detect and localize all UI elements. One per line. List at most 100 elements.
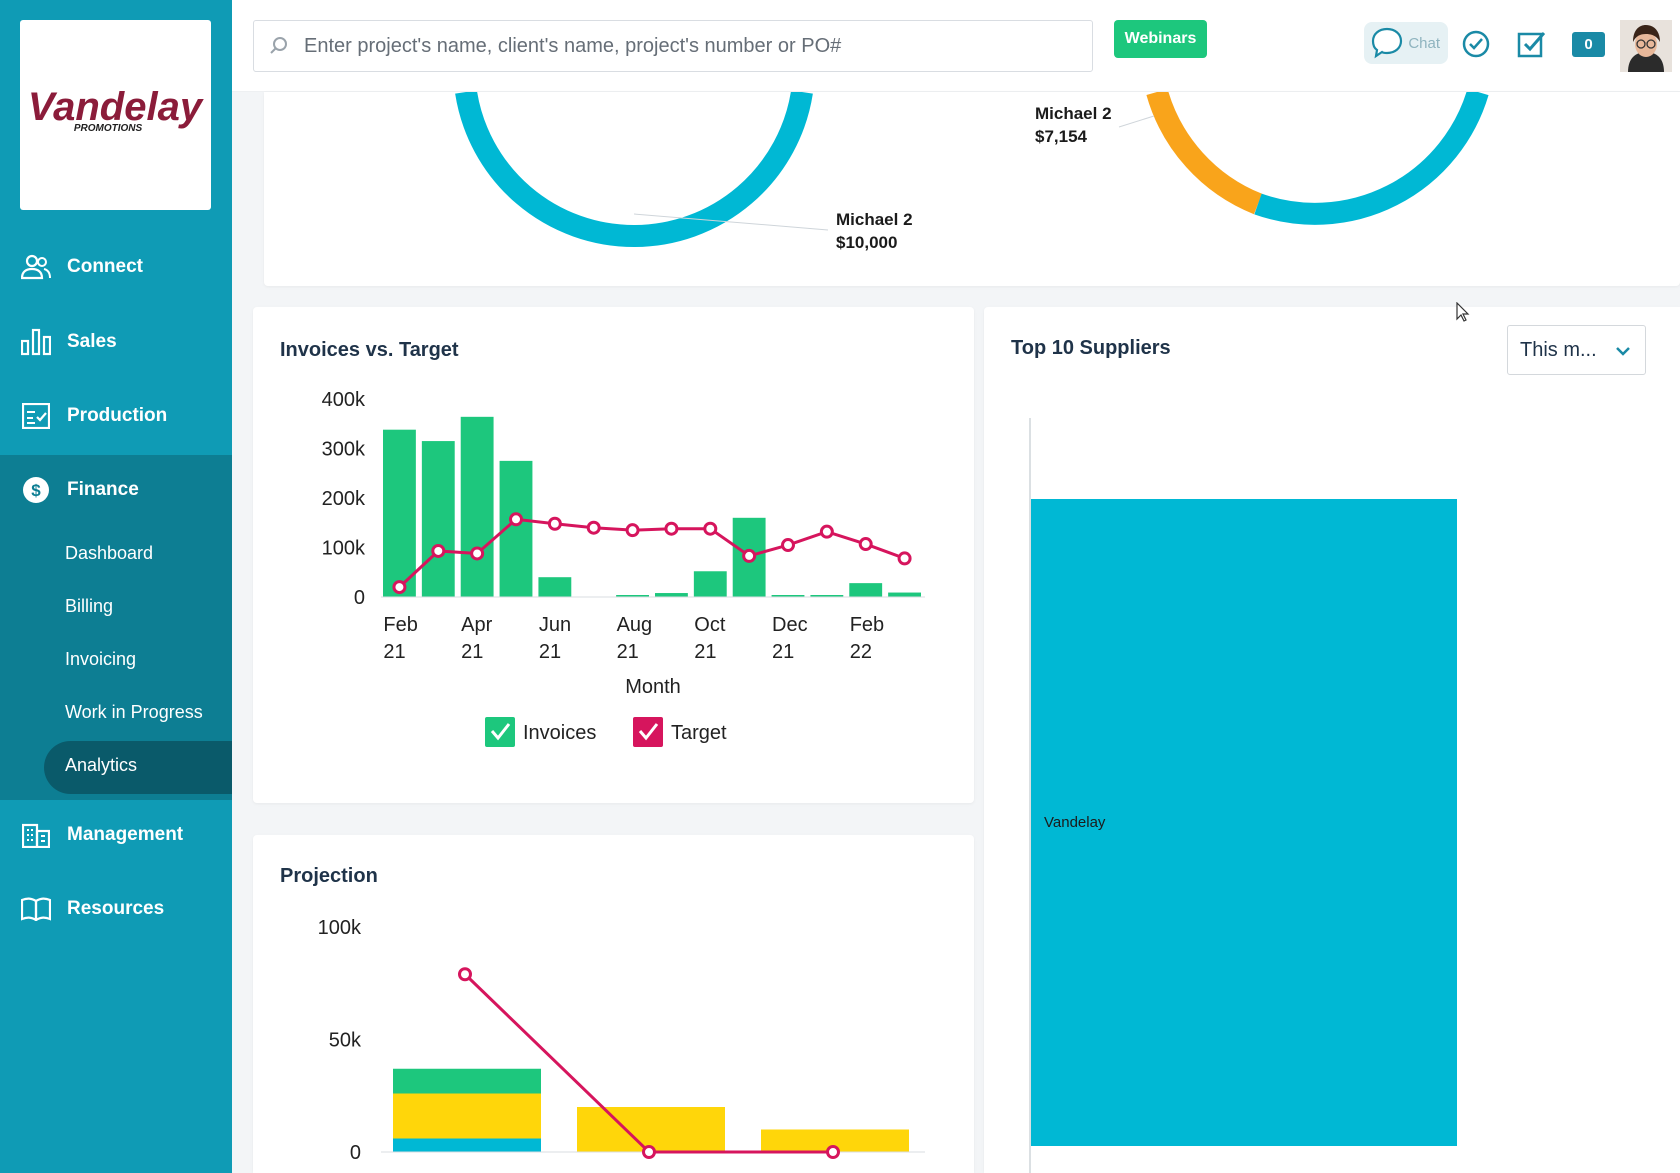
sub-analytics[interactable]: Analytics: [65, 755, 138, 775]
projection-y-tick-label: 0: [350, 1142, 361, 1164]
target-point[interactable]: [625, 523, 640, 538]
nav-production[interactable]: Production: [0, 381, 232, 451]
dollar-icon: $: [20, 474, 52, 506]
notification-counter[interactable]: 0: [1572, 32, 1605, 57]
projection-bar-segment[interactable]: [393, 1093, 541, 1139]
donut-charts-card: Michael 2 $10,000 Michael 2 $7,154: [264, 88, 1680, 286]
sub-billing[interactable]: Billing: [65, 596, 114, 616]
legend-invoices[interactable]: Invoices: [485, 717, 596, 747]
bar-chart-icon: [20, 326, 52, 358]
nav-finance-label: Finance: [67, 479, 139, 500]
invoice-bar[interactable]: [421, 441, 455, 597]
suppliers-card-title: Top 10 Suppliers: [1011, 337, 1171, 359]
invoices-vs-target-card: Invoices vs. Target 0 100k 200k 300k 400k Fe…: [253, 307, 974, 803]
nav-resources-label: Resources: [67, 898, 165, 919]
left-donut-ring[interactable]: [455, 90, 813, 247]
invoice-bar[interactable]: [616, 595, 649, 597]
legend-target[interactable]: Target: [633, 717, 727, 747]
sub-invoicing[interactable]: Invoicing: [65, 649, 137, 669]
target-point[interactable]: [781, 538, 795, 553]
invoice-bar[interactable]: [538, 577, 572, 597]
invoices-chart: 0 100k 200k 300k 400k Feb 21 Apr 21 Jun 21 Aug 21 Oc…: [322, 389, 925, 747]
top-bar: Webinars Chat 0: [232, 0, 1680, 92]
target-point[interactable]: [547, 516, 562, 531]
avatar[interactable]: [1620, 20, 1672, 72]
sub-work-in-progress[interactable]: Work in Progress: [65, 702, 203, 722]
target-point[interactable]: [509, 512, 523, 527]
projection-y-tick-label: 50k: [329, 1030, 362, 1052]
nav-resources[interactable]: Resources: [0, 874, 232, 944]
invoice-bar[interactable]: [383, 429, 416, 597]
invoices-x-tick-year: 22: [850, 641, 872, 663]
target-point[interactable]: [664, 521, 679, 536]
right-donut-blue-slice[interactable]: [1254, 88, 1489, 225]
invoices-x-tick-month: Apr: [461, 614, 492, 636]
chat-bubble-icon: [1370, 26, 1404, 64]
search-input[interactable]: [304, 34, 1064, 58]
company-logo[interactable]: Vandelay PROMOTIONS: [20, 20, 211, 210]
logo-graphic: Vandelay PROMOTIONS: [28, 85, 204, 134]
right-donut-orange-slice[interactable]: [1146, 88, 1263, 215]
projection-point[interactable]: [458, 967, 472, 982]
nav-management[interactable]: Management: [0, 800, 232, 870]
projection-bar-segment[interactable]: [393, 1068, 541, 1094]
period-dropdown[interactable]: This m...: [1507, 325, 1646, 375]
period-dropdown-value: This m...: [1520, 338, 1597, 361]
sub-dashboard[interactable]: Dashboard: [65, 543, 154, 563]
invoices-x-tick-month: Oct: [694, 614, 726, 636]
invoices-x-tick-year: 21: [461, 641, 483, 663]
invoice-bar[interactable]: [888, 592, 921, 597]
left-donut-leader: [633, 213, 829, 231]
projection-bar-segment[interactable]: [761, 1129, 909, 1153]
invoices-y-tick-label: 200k: [322, 488, 366, 510]
todo-list-icon[interactable]: [1516, 28, 1548, 65]
book-icon: [20, 893, 52, 925]
invoices-card-title: Invoices vs. Target: [280, 339, 459, 361]
invoices-y-tick-label: 100k: [322, 538, 366, 560]
invoices-x-axis-title: Month: [625, 676, 681, 698]
invoice-bar[interactable]: [693, 571, 727, 597]
target-point[interactable]: [858, 537, 873, 552]
invoices-x-tick-year: 21: [617, 641, 639, 663]
search-icon: [269, 36, 289, 61]
right-donut-label-value: $7,154: [1035, 127, 1088, 146]
webinars-button[interactable]: Webinars: [1114, 20, 1207, 58]
legend-invoices-checkbox[interactable]: [485, 717, 515, 747]
target-point[interactable]: [431, 543, 446, 558]
suppliers-chart: Vandelay: [1029, 418, 1457, 1173]
chevron-down-icon: [1615, 342, 1631, 365]
target-point[interactable]: [819, 524, 834, 539]
invoice-bar[interactable]: [810, 595, 844, 597]
nav-management-label: Management: [67, 824, 184, 845]
projection-point[interactable]: [642, 1145, 656, 1159]
invoices-x-tick-month: Dec: [772, 614, 808, 636]
nav-finance[interactable]: $ Finance: [0, 455, 232, 525]
invoice-bar[interactable]: [655, 593, 688, 597]
search-box[interactable]: [253, 20, 1093, 72]
target-point[interactable]: [703, 521, 718, 536]
target-point[interactable]: [897, 551, 912, 566]
target-point[interactable]: [392, 580, 407, 595]
invoices-x-tick-year: 21: [383, 641, 405, 663]
invoices-y-tick-label: 400k: [322, 389, 366, 411]
target-point[interactable]: [586, 520, 601, 535]
supplier-bar-vandelay[interactable]: [1031, 499, 1457, 1146]
projection-point[interactable]: [826, 1145, 840, 1159]
donut-charts: Michael 2 $10,000 Michael 2 $7,154: [455, 88, 1489, 252]
nav-connect[interactable]: Connect: [0, 232, 232, 302]
projection-bar-segment[interactable]: [577, 1107, 725, 1152]
tasks-check-icon[interactable]: [1460, 28, 1492, 65]
target-point[interactable]: [470, 546, 485, 561]
projection-bar-segment[interactable]: [393, 1138, 541, 1153]
svg-text:$: $: [31, 481, 41, 500]
top-suppliers-card: Top 10 Suppliers Vandelay: [984, 307, 1680, 1173]
invoice-bar[interactable]: [849, 583, 883, 597]
chat-button[interactable]: Chat: [1364, 22, 1448, 64]
sidebar: Vandelay PROMOTIONS Connect Sales Produc…: [0, 0, 232, 1173]
target-point[interactable]: [742, 548, 757, 563]
legend-target-checkbox[interactable]: [633, 717, 663, 747]
invoices-x-tick-year: 21: [694, 641, 716, 663]
invoice-bar[interactable]: [771, 595, 805, 597]
invoice-bar[interactable]: [460, 416, 494, 597]
nav-sales[interactable]: Sales: [0, 307, 232, 377]
